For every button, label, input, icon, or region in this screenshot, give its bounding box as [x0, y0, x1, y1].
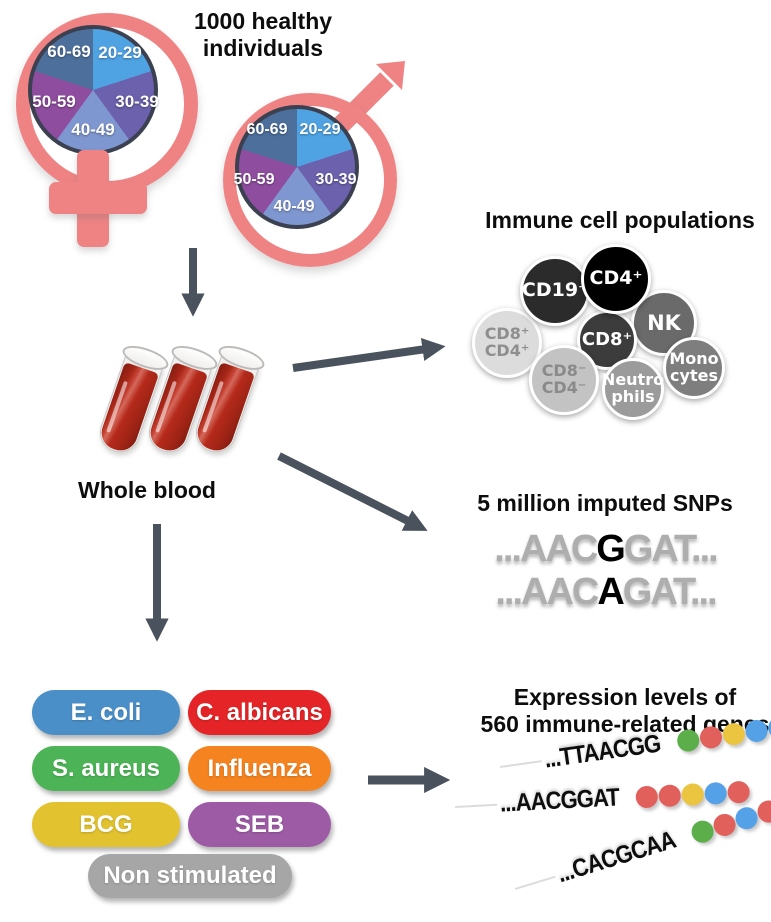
pill-label: BCG	[79, 810, 133, 838]
female-age-pie	[28, 25, 158, 155]
sequence-text: ...AAC	[495, 571, 599, 613]
expression-title: Expression levels of 560 immune-related …	[465, 684, 771, 738]
expression-dot	[732, 804, 760, 832]
expression-dot	[688, 817, 716, 846]
expression-dot	[698, 724, 723, 750]
cell-label: CD19⁺	[521, 279, 589, 302]
snp-sequence-1: ...AACGGAT...	[440, 528, 771, 570]
sequence-line	[514, 875, 556, 890]
snp-allele: A	[597, 571, 624, 613]
immune-cells-title: Immune cell populations	[485, 207, 755, 233]
pill-label: Influenza	[207, 754, 312, 782]
pill-label: SEB	[234, 810, 285, 838]
expression-dot	[766, 714, 771, 740]
cell-label: CD8⁺	[581, 328, 633, 350]
expression-dot	[704, 781, 728, 805]
pie-label-50-59: 50-59	[233, 171, 275, 188]
sequence-text: GAT...	[622, 571, 718, 613]
pie-label-60-69: 60-69	[47, 42, 91, 61]
expression-dot	[675, 727, 701, 753]
pill-label: S. aureus	[51, 754, 161, 782]
cell-label: Neutro	[601, 370, 665, 390]
cell-monocytes: Mono cytes	[663, 337, 725, 399]
cell-label: cytes	[670, 366, 718, 385]
pill-label: E. coli	[70, 698, 142, 726]
pill-influenza: Influenza	[188, 746, 331, 791]
expression-dot	[658, 783, 682, 807]
cell-label: CD4⁻	[541, 378, 587, 397]
sequence-text: ...CACGCAA	[553, 825, 679, 889]
pill-label: Non stimulated	[103, 862, 277, 889]
female-cross-horizontal	[49, 182, 147, 214]
pie-label-20-29: 20-29	[299, 121, 341, 138]
cell-label: CD8⁺	[484, 324, 530, 344]
cell-neutrophils: Neutro phils	[602, 358, 664, 420]
pie-label-20-29: 20-29	[98, 43, 142, 62]
snp-sequence-2: ...AACAGAT...	[440, 571, 771, 613]
pie-label-50-59: 50-59	[32, 92, 76, 111]
figure-title-line1: 1000 healthy	[193, 8, 333, 34]
pill-bcg: BCG	[32, 802, 180, 847]
cell-cd8neg-cd4neg: CD8⁻ CD4⁻	[529, 345, 599, 415]
cell-label: NK	[647, 310, 681, 335]
cell-label: CD8⁻	[541, 361, 587, 381]
arrow-blood-to-cells	[292, 338, 446, 372]
pie-label-40-49: 40-49	[273, 198, 315, 215]
expression-title-line1: Expression levels of	[513, 684, 737, 710]
cell-cd19: CD19⁺	[520, 256, 590, 326]
arrow-blood-to-snps	[277, 452, 428, 531]
pill-seb: SEB	[188, 802, 331, 847]
expression-dot	[743, 718, 769, 743]
pie-label-40-49: 40-49	[71, 120, 115, 139]
figure-title-line2: individuals	[202, 35, 324, 61]
expression-dot	[727, 780, 751, 804]
cell-label: Mono	[669, 349, 719, 369]
cell-label: CD4⁺	[589, 267, 643, 290]
pill-s-aureus: S. aureus	[32, 746, 180, 791]
pie-label-30-39: 30-39	[115, 92, 159, 111]
sequence-line	[454, 803, 497, 808]
sequence-text: ...AACGGAT	[499, 783, 620, 818]
figure-title: 1000 healthy individuals	[103, 8, 423, 62]
pill-non-stimulated: Non stimulated	[88, 854, 292, 898]
whole-blood-label: Whole blood	[78, 477, 216, 503]
expression-dot	[635, 784, 659, 808]
cell-cd4: CD4⁺	[581, 244, 651, 314]
male-age-pie	[235, 105, 359, 229]
snp-allele: G	[596, 528, 626, 570]
expression-title-line2: 560 immune-related genes	[480, 711, 770, 737]
sequence-text: GAT...	[623, 528, 719, 570]
pill-e-coli: E. coli	[32, 690, 180, 735]
expression-dot	[710, 810, 738, 839]
pill-label: C. albicans	[196, 698, 323, 726]
pie-label-60-69: 60-69	[246, 121, 288, 138]
pie-label-30-39: 30-39	[315, 171, 357, 188]
sequence-text: ...AAC	[494, 528, 598, 570]
pill-c-albicans: C. albicans	[188, 690, 331, 735]
expression-dot	[720, 721, 746, 747]
cell-cd8pos-cd4pos: CD8⁺ CD4⁺	[472, 308, 542, 378]
snps-title: 5 million imputed SNPs	[477, 490, 733, 516]
cell-label: CD4⁺	[484, 341, 530, 360]
expression-dot	[681, 782, 705, 806]
cell-label: phils	[611, 387, 655, 406]
sequence-line	[499, 759, 542, 768]
